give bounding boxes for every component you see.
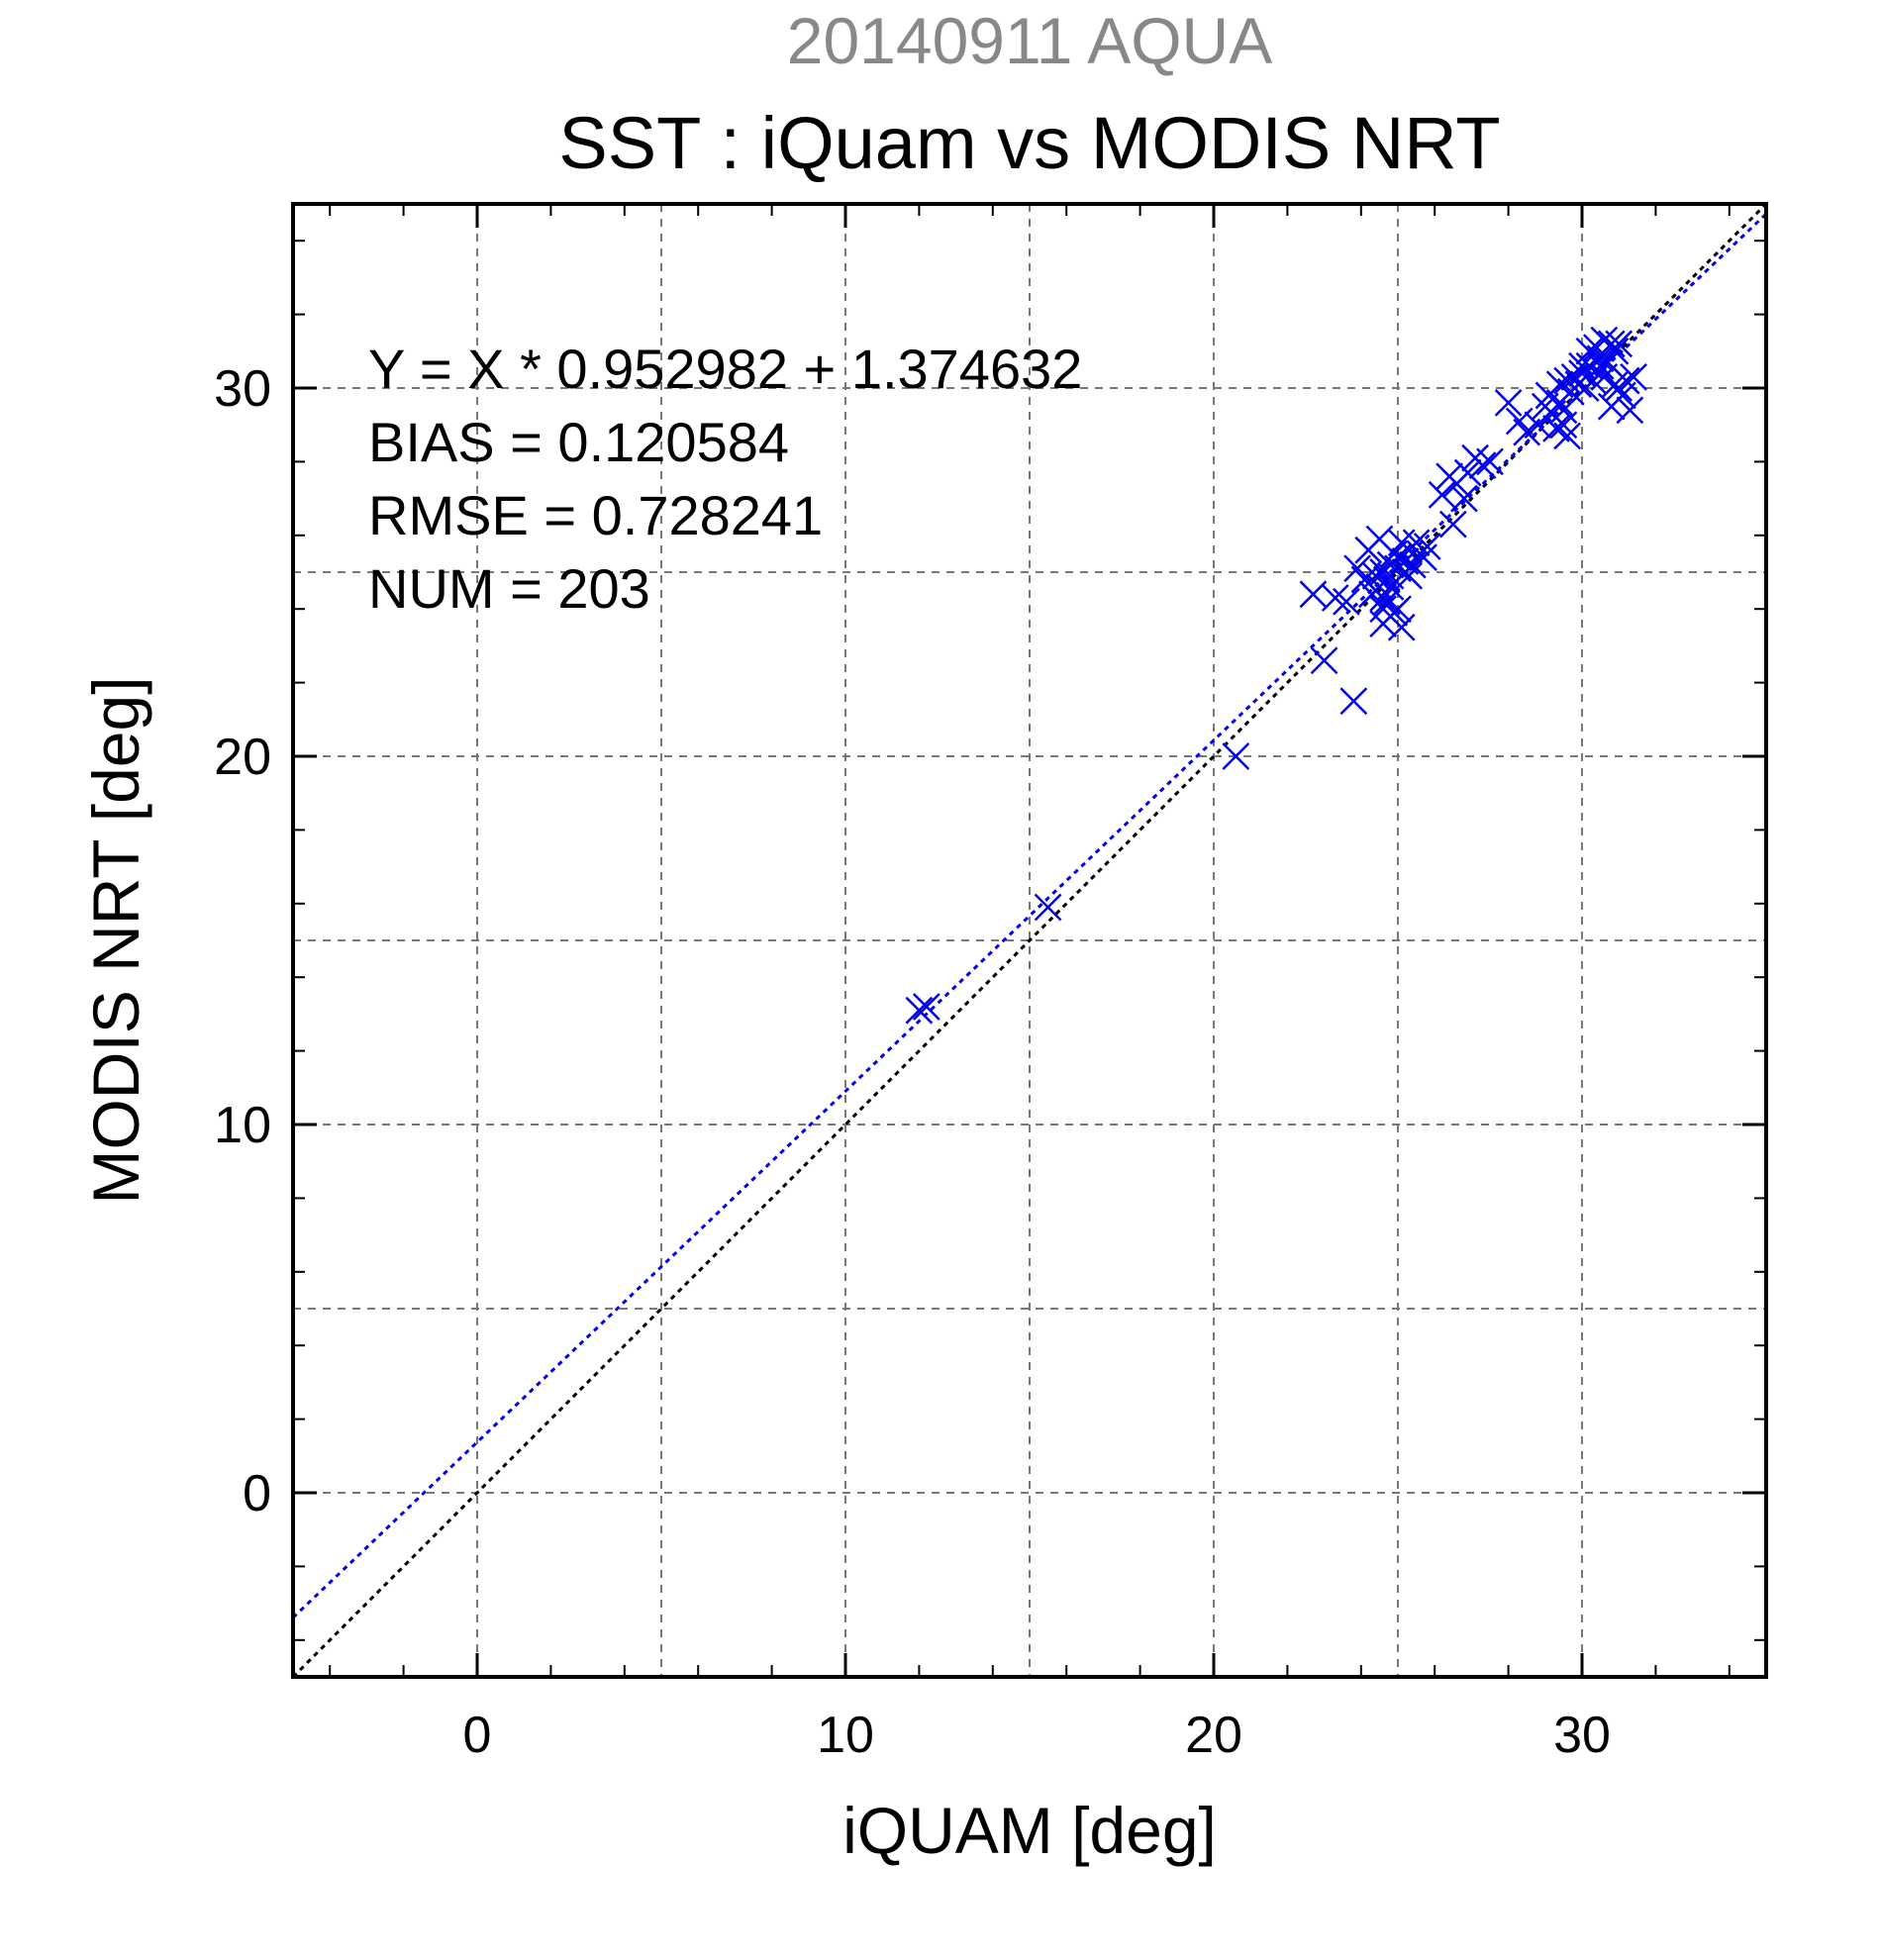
chart-title: SST : iQuam vs MODIS NRT bbox=[558, 102, 1500, 184]
data-point bbox=[1339, 687, 1368, 716]
stat-bias: BIAS = 0.120584 bbox=[368, 411, 789, 473]
stat-rmse: RMSE = 0.728241 bbox=[368, 484, 823, 546]
fit-line bbox=[293, 212, 1766, 1619]
chart-supertitle: 20140911 AQUA bbox=[787, 4, 1273, 77]
data-point bbox=[1579, 366, 1608, 395]
data-point bbox=[1428, 480, 1456, 509]
stats-box: Y = X * 0.952982 + 1.374632 BIAS = 0.120… bbox=[368, 338, 1082, 620]
x-tick-label: 20 bbox=[1185, 1707, 1242, 1764]
y-tick-label: 30 bbox=[214, 360, 271, 418]
data-point bbox=[1369, 595, 1398, 624]
data-point bbox=[1616, 396, 1644, 425]
data-point bbox=[1299, 580, 1328, 609]
x-tick-label: 0 bbox=[463, 1707, 492, 1764]
data-point bbox=[1402, 529, 1431, 557]
y-axis-label: MODIS NRT [deg] bbox=[79, 676, 152, 1204]
data-point bbox=[1549, 411, 1578, 440]
data-point bbox=[1361, 561, 1390, 590]
y-tick-label: 20 bbox=[214, 729, 271, 786]
x-axis-label: iQUAM [deg] bbox=[842, 1794, 1217, 1867]
stat-num: NUM = 203 bbox=[368, 557, 650, 620]
data-point bbox=[1450, 484, 1478, 513]
data-points bbox=[905, 326, 1647, 1025]
y-tick-label: 0 bbox=[243, 1465, 271, 1522]
data-point bbox=[1413, 533, 1441, 560]
data-point bbox=[1476, 447, 1504, 476]
data-point bbox=[1321, 584, 1349, 612]
data-point bbox=[1597, 330, 1626, 358]
data-point bbox=[1333, 587, 1360, 616]
data-point bbox=[1553, 422, 1582, 450]
y-tick-label: 10 bbox=[214, 1097, 271, 1154]
data-point bbox=[1468, 451, 1497, 480]
x-tick-label: 30 bbox=[1553, 1707, 1611, 1764]
data-point bbox=[905, 996, 934, 1025]
data-point bbox=[1453, 458, 1482, 487]
data-point bbox=[1391, 558, 1420, 586]
data-point bbox=[1568, 351, 1596, 380]
data-point bbox=[1575, 337, 1604, 365]
plot-frame bbox=[291, 202, 1768, 1679]
data-point bbox=[1438, 510, 1467, 539]
data-point bbox=[1034, 893, 1062, 922]
x-tick-label: 10 bbox=[817, 1707, 874, 1764]
data-point bbox=[1384, 543, 1412, 572]
tick-labels: 0 10 20 30 0 10 20 30 bbox=[214, 360, 1611, 1764]
data-point bbox=[1620, 362, 1647, 391]
data-point bbox=[1494, 388, 1523, 417]
data-point bbox=[1605, 330, 1634, 358]
data-point bbox=[1410, 543, 1437, 572]
data-point bbox=[1222, 742, 1250, 770]
reference-lines bbox=[293, 204, 1766, 1677]
data-point bbox=[912, 993, 940, 1021]
data-point bbox=[1384, 595, 1412, 624]
data-point bbox=[1524, 411, 1552, 440]
data-point bbox=[1605, 374, 1634, 402]
grid-lines bbox=[293, 204, 1766, 1677]
stat-regression: Y = X * 0.952982 + 1.374632 bbox=[368, 338, 1082, 400]
data-point bbox=[1310, 646, 1338, 675]
data-point bbox=[1549, 396, 1578, 425]
